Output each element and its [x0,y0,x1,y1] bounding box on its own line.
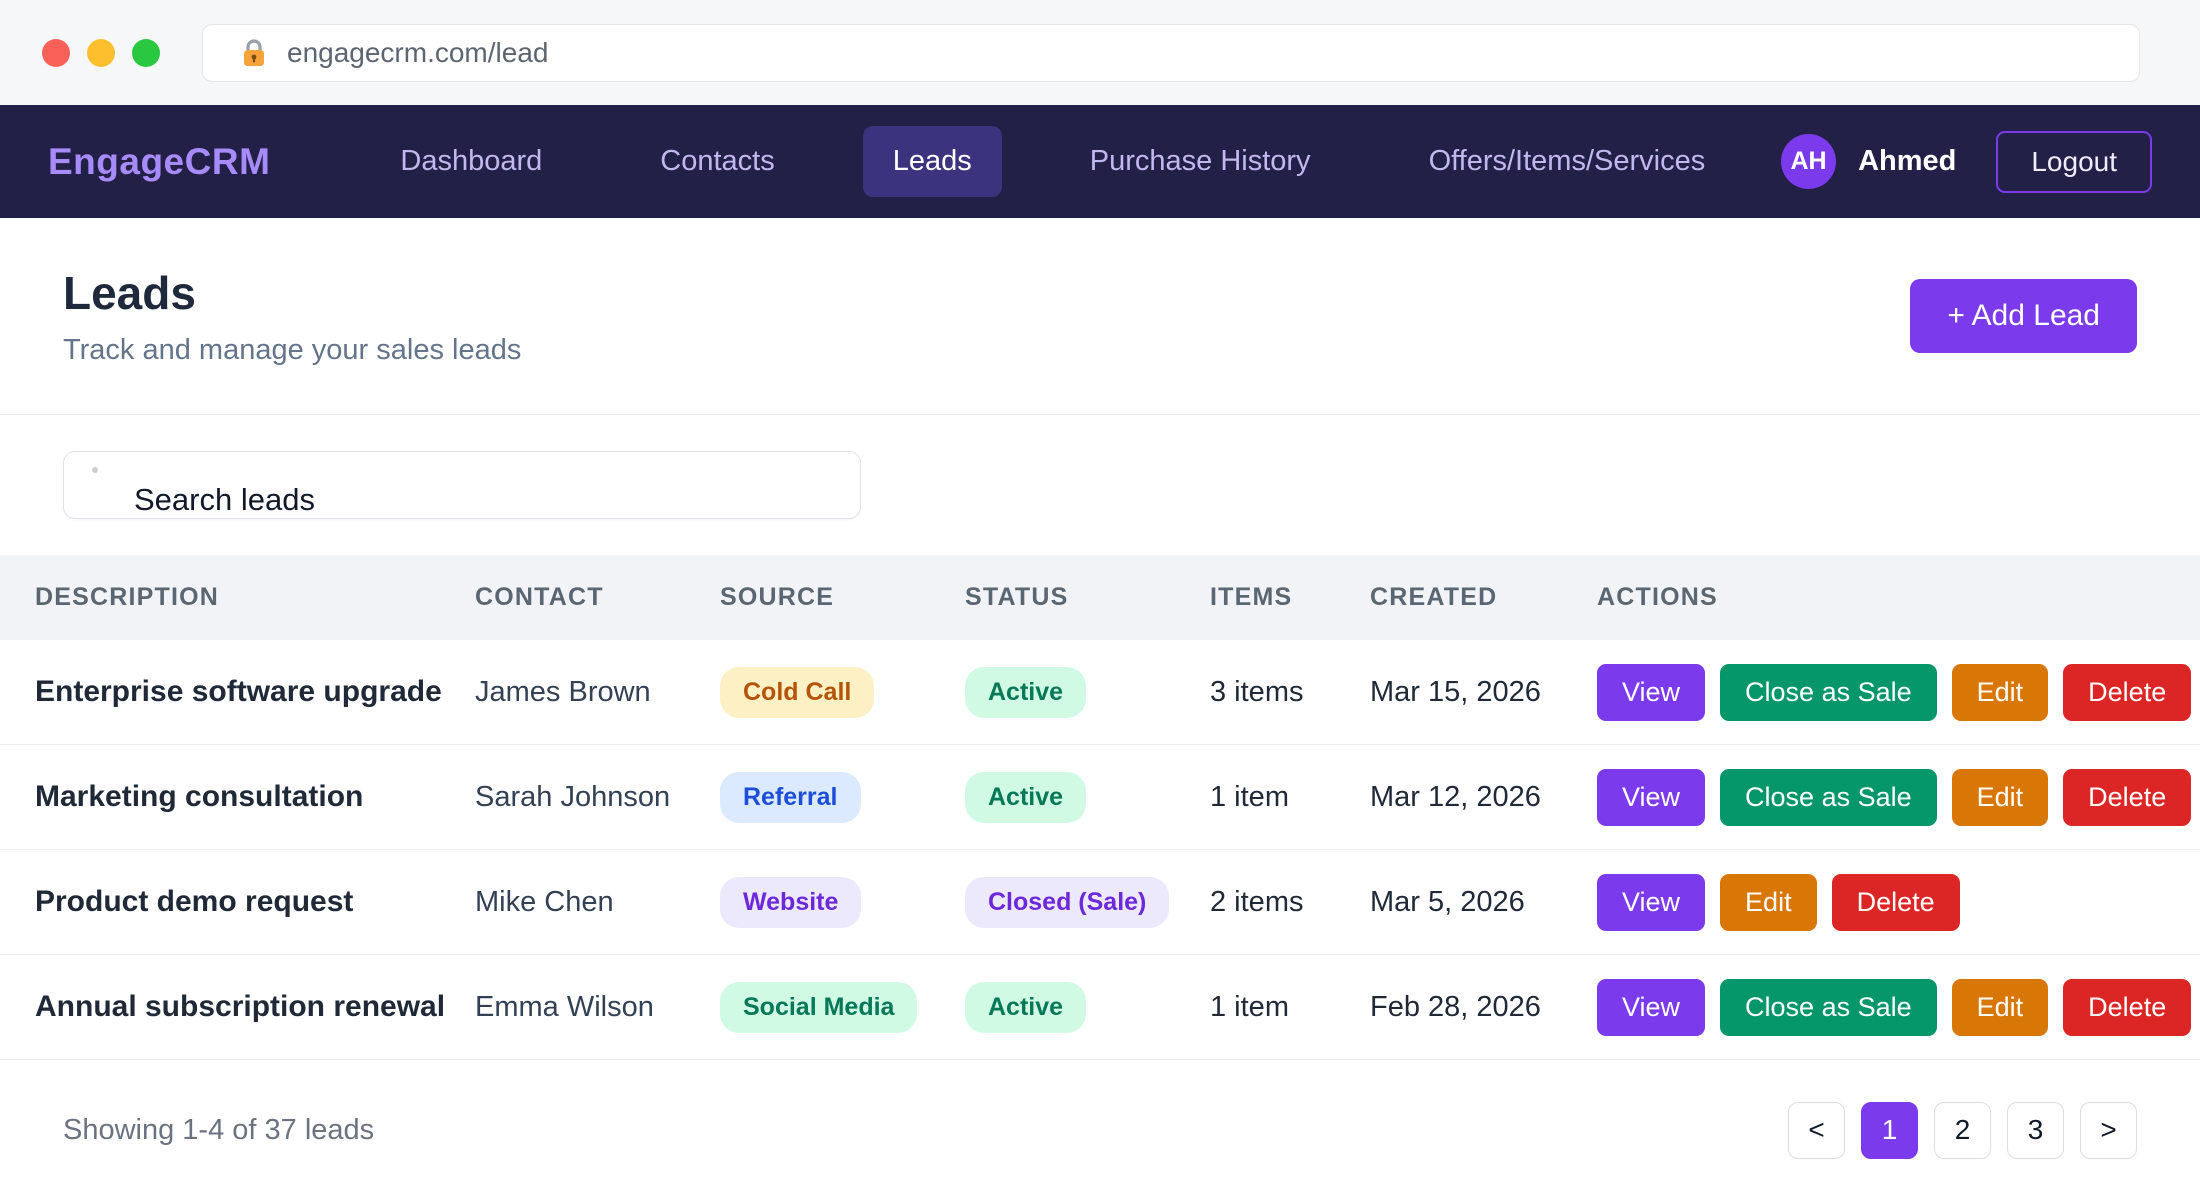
lead-status-cell: Active [965,771,1210,823]
column-header-contact: CONTACT [475,583,604,611]
edit-button[interactable]: Edit [1720,873,1817,931]
close-button[interactable]: Close as Sale [1720,978,1937,1036]
lead-status-cell: Closed (Sale) [965,876,1210,928]
close-window-button[interactable] [42,38,70,67]
lead-contact: James Brown [475,675,651,708]
delete-button[interactable]: Delete [2063,978,2192,1036]
page-button-2[interactable]: 2 [1934,1101,1991,1159]
lead-description: Product demo request [35,885,354,918]
lead-description: Annual subscription renewal [35,990,446,1023]
search-input[interactable] [64,452,860,518]
row-actions: View Edit Delete [1597,873,2200,931]
navbar-right: AH Ahmed Logout [1781,130,2152,193]
status-badge: Active [965,666,1087,718]
nav-item-offers-items-services[interactable]: Offers/Items/Services [1428,145,1706,177]
nav-menu: Dashboard Contacts Leads Purchase History Of… [370,126,1735,197]
lead-description: Marketing consultation [35,780,364,813]
search-section [0,415,2200,555]
page-subtitle: Track and manage your sales leads [63,333,522,366]
window-controls [42,38,160,67]
source-badge: Website [720,876,862,928]
delete-button[interactable]: Delete [2063,663,2192,721]
column-header-created: CREATED [1370,583,1498,611]
next-page-button[interactable]: > [2080,1101,2137,1159]
lead-items: 1 item [1210,780,1289,813]
logout-button[interactable]: Logout [1996,130,2152,193]
lead-description: Enterprise software upgrade [35,675,442,708]
page-header: Leads Track and manage your sales leads … [0,218,2200,415]
lead-items: 2 items [1210,885,1304,918]
lead-source-cell: Website [720,876,965,928]
add-lead-button[interactable]: + Add Lead [1910,279,2137,353]
page-button-3[interactable]: 3 [2007,1101,2064,1159]
page-title: Leads [63,266,196,319]
minimize-window-button[interactable] [87,38,115,67]
edit-button[interactable]: Edit [1951,768,2049,826]
table-row: Product demo request Mike Chen Website Clos… [0,850,2200,955]
user-name: Ahmed [1858,145,1957,177]
lead-status-cell: Active [965,981,1210,1033]
column-header-source: SOURCE [720,583,835,611]
row-actions: View Close as Sale Edit Delete [1597,768,2200,826]
table-header: DESCRIPTION CONTACT SOURCE STATUS ITEMS … [0,555,2200,640]
lead-source-cell: Social Media [720,981,965,1033]
brand-logo[interactable]: EngageCRM [48,140,271,182]
close-button[interactable]: Close as Sale [1720,768,1937,826]
page-button-1[interactable]: 1 [1861,1101,1918,1159]
status-badge: Closed (Sale) [965,876,1170,928]
lead-created: Mar 12, 2026 [1370,780,1541,813]
column-header-description: DESCRIPTION [35,583,220,611]
lead-source-cell: Cold Call [720,666,965,718]
close-button[interactable]: Close as Sale [1720,663,1937,721]
pagination: <1 2 3 > [1788,1101,2137,1159]
lead-items: 1 item [1210,990,1289,1023]
lead-items: 3 items [1210,675,1304,708]
edit-button[interactable]: Edit [1951,663,2049,721]
table-row: Marketing consultation Sarah Johnson Refer… [0,745,2200,850]
status-badge: Active [965,771,1087,823]
maximize-window-button[interactable] [132,38,160,67]
previous-page-button[interactable]: < [1788,1101,1845,1159]
source-badge: Cold Call [720,666,875,718]
view-button[interactable]: View [1597,873,1706,931]
avatar[interactable]: AH [1781,134,1837,189]
url-text: engagecrm.com/lead [287,36,549,68]
column-header-status: STATUS [965,583,1069,611]
search-box [63,451,861,519]
lead-created: Mar 5, 2026 [1370,885,1525,918]
edit-button[interactable]: Edit [1951,978,2049,1036]
view-button[interactable]: View [1597,978,1706,1036]
table-body: Enterprise software upgrade James Brown Co… [0,640,2200,1060]
lead-contact: Sarah Johnson [475,780,671,813]
table-footer: Showing 1-4 of 37 leads <1 2 3 > [0,1060,2200,1200]
status-badge: Active [965,981,1087,1033]
delete-button[interactable]: Delete [1831,873,1960,931]
lock-icon [244,38,264,66]
lead-contact: Emma Wilson [475,990,654,1023]
lead-source-cell: Referral [720,771,965,823]
address-bar[interactable]: engagecrm.com/lead [202,23,2140,82]
table-row: Enterprise software upgrade James Brown Co… [0,640,2200,745]
table-row: Annual subscription renewal Emma Wilson So… [0,955,2200,1060]
nav-item-contacts[interactable]: Contacts [660,145,775,177]
row-actions: View Close as Sale Edit Delete [1597,978,2200,1036]
source-badge: Social Media [720,981,918,1033]
column-header-items: ITEMS [1210,583,1293,611]
view-button[interactable]: View [1597,663,1706,721]
results-summary: Showing 1-4 of 37 leads [63,1113,375,1146]
column-header-actions: ACTIONS [1597,583,1718,611]
nav-item-purchase-history[interactable]: Purchase History [1089,145,1311,177]
top-navbar: EngageCRM Dashboard Contacts Leads Purchase… [0,105,2200,218]
source-badge: Referral [720,771,861,823]
nav-item-dashboard[interactable]: Dashboard [400,145,543,177]
lead-contact: Mike Chen [475,885,614,918]
delete-button[interactable]: Delete [2063,768,2192,826]
nav-item-leads[interactable]: Leads [862,126,1002,197]
browser-chrome: engagecrm.com/lead [0,0,2200,105]
lead-created: Feb 28, 2026 [1370,990,1541,1023]
lead-created: Mar 15, 2026 [1370,675,1541,708]
row-actions: View Close as Sale Edit Delete [1597,663,2200,721]
lead-status-cell: Active [965,666,1210,718]
view-button[interactable]: View [1597,768,1706,826]
